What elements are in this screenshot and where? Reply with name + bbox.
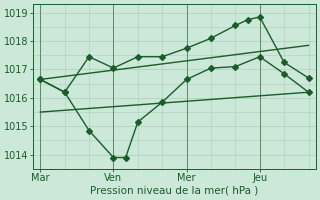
- X-axis label: Pression niveau de la mer( hPa ): Pression niveau de la mer( hPa ): [90, 186, 259, 196]
